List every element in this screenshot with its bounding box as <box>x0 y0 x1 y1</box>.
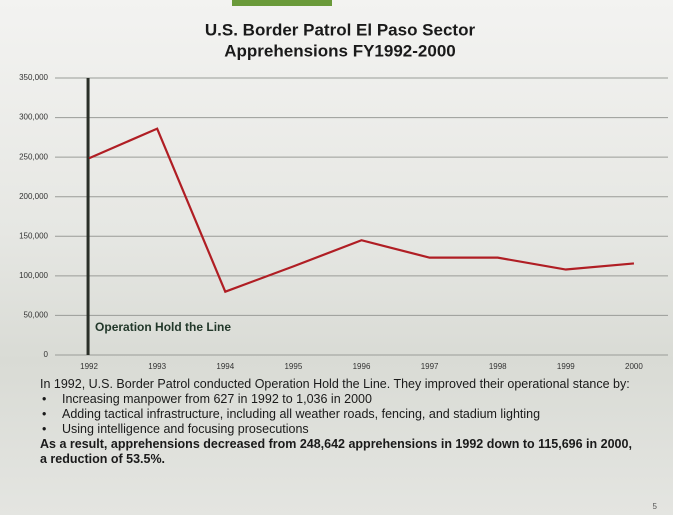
x-tick-label: 1996 <box>353 362 371 371</box>
y-tick-label: 150,000 <box>19 231 48 240</box>
annotation-text: Operation Hold the Line <box>95 320 231 334</box>
y-tick-label: 300,000 <box>19 113 48 122</box>
bullet: Increasing manpower from 627 in 1992 to … <box>40 392 640 407</box>
y-tick-label: 0 <box>44 350 49 359</box>
x-tick-label: 1997 <box>421 362 439 371</box>
x-tick-label: 1994 <box>216 362 234 371</box>
bullet-list: Increasing manpower from 627 in 1992 to … <box>40 392 640 437</box>
chart-subtitle: Apprehensions FY1992-2000 <box>224 41 455 60</box>
x-tick-label: 1999 <box>557 362 575 371</box>
y-tick-label: 50,000 <box>24 311 49 320</box>
notes: In 1992, U.S. Border Patrol conducted Op… <box>40 377 640 467</box>
y-tick-label: 250,000 <box>19 152 48 161</box>
y-tick-label: 350,000 <box>19 73 48 82</box>
x-tick-label: 1998 <box>489 362 507 371</box>
notes-intro: In 1992, U.S. Border Patrol conducted Op… <box>40 377 630 391</box>
page-number: 5 <box>652 502 657 511</box>
x-tick-label: 1992 <box>80 362 98 371</box>
chart-title: U.S. Border Patrol El Paso Sector <box>205 20 476 39</box>
x-tick-label: 1993 <box>148 362 166 371</box>
data-line <box>88 127 635 294</box>
y-tick-label: 100,000 <box>19 271 48 280</box>
notes-conclusion: As a result, apprehensions decreased fro… <box>40 437 632 466</box>
y-tick-label: 200,000 <box>19 192 48 201</box>
x-tick-label: 2000 <box>625 362 643 371</box>
bullet: Using intelligence and focusing prosecut… <box>40 422 640 437</box>
bullet: Adding tactical infrastructure, includin… <box>40 407 640 422</box>
x-tick-label: 1995 <box>284 362 302 371</box>
header-bar <box>232 0 332 6</box>
